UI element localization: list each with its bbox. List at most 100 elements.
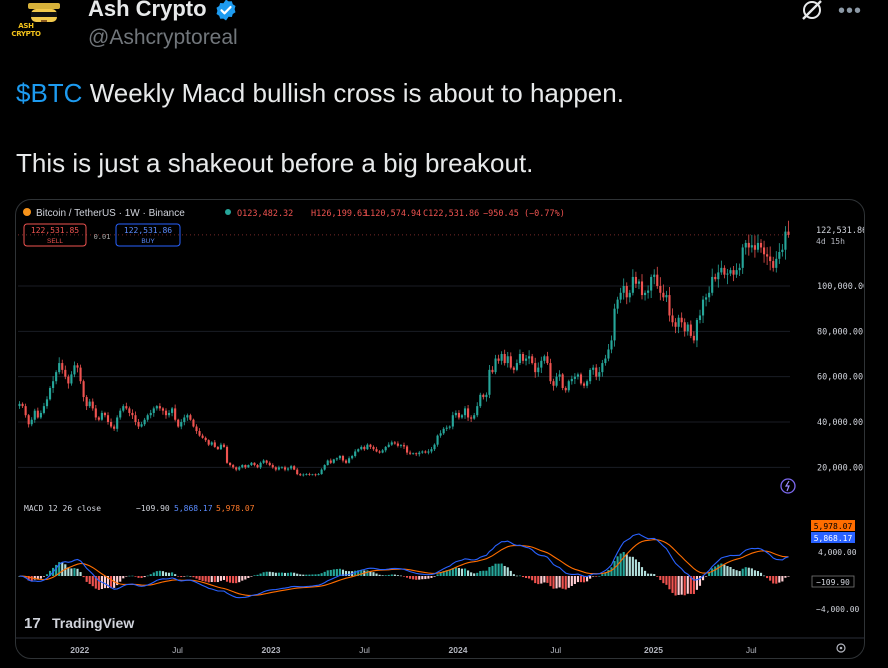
macd-histogram-bar	[235, 576, 238, 584]
candle-body	[506, 356, 509, 364]
candle-body	[662, 292, 665, 298]
macd-histogram-bar	[723, 564, 726, 576]
macd-histogram-bar	[183, 576, 186, 577]
chart-image[interactable]: Bitcoin / TetherUS · 1W · Binance O123,4…	[15, 199, 865, 659]
candle-body	[390, 442, 393, 445]
candle-body	[705, 297, 708, 300]
candle-body	[744, 242, 747, 248]
author-name[interactable]: Ash Crypto	[88, 0, 207, 21]
candle-body	[701, 299, 705, 316]
candle-body	[262, 460, 265, 463]
candle-body	[625, 286, 628, 298]
macd-histogram-bar	[628, 556, 631, 576]
candle-body	[125, 406, 128, 409]
candle-body	[210, 442, 213, 445]
candle-body	[576, 374, 579, 377]
candle-body	[39, 412, 42, 418]
candle-body	[457, 412, 460, 418]
candle-body	[415, 453, 418, 455]
macd-histogram-bar	[720, 563, 723, 576]
candle-body	[738, 267, 741, 271]
buy-button[interactable]: 122,531.86 BUY	[115, 223, 181, 247]
macd-histogram-bar	[415, 576, 418, 580]
candle-body	[268, 462, 271, 466]
candle-body	[131, 412, 134, 416]
price-tick-label: 60,000.00	[817, 373, 863, 383]
macd-histogram-bar	[155, 571, 158, 576]
macd-histogram-bar	[167, 572, 171, 576]
candle-body	[616, 299, 619, 309]
macd-histogram-bar	[470, 572, 473, 576]
macd-histogram-bar	[677, 576, 680, 595]
macd-histogram-bar	[708, 572, 711, 576]
time-tick-label: 2025	[644, 645, 663, 655]
candle-body	[515, 363, 518, 370]
candle-body	[61, 363, 64, 370]
macd-histogram-bar	[405, 576, 409, 578]
candle-body	[88, 401, 91, 407]
macd-histogram-bar	[424, 576, 427, 580]
macd-histogram-bar	[625, 554, 628, 576]
candle-body	[149, 412, 152, 416]
candle-body	[70, 374, 73, 384]
candle-body	[485, 394, 488, 398]
candle-body	[171, 408, 174, 413]
macd-histogram-bar	[73, 568, 76, 576]
candle-body	[698, 315, 702, 320]
candle-body	[299, 474, 302, 476]
author-handle[interactable]: @Ashcryptoreal	[88, 26, 238, 49]
macd-histogram-bar	[680, 576, 683, 595]
macd-histogram-bar	[277, 572, 280, 576]
macd-histogram-bar	[158, 570, 161, 576]
macd-histogram-bar	[299, 574, 302, 576]
macd-histogram-bar	[360, 569, 363, 576]
settings-gear-icon[interactable]	[836, 643, 846, 653]
candle-body	[723, 267, 726, 275]
macd-histogram-bar	[33, 576, 36, 580]
candle-body	[323, 465, 326, 470]
cashtag-link[interactable]: $BTC	[16, 78, 83, 108]
macd-histogram-bar	[305, 574, 308, 576]
macd-histogram-bar	[479, 571, 482, 576]
macd-histogram-bar	[369, 571, 372, 576]
candle-body	[463, 408, 467, 416]
more-options-icon[interactable]: •••	[838, 0, 863, 22]
hist-tag: −109.90	[816, 578, 850, 587]
candle-body	[256, 465, 259, 468]
macd-histogram-bar	[586, 576, 589, 582]
macd-histogram-bar	[79, 572, 82, 576]
macd-histogram-bar	[521, 576, 525, 578]
candle-body	[405, 446, 409, 453]
macd-histogram-bar	[491, 565, 494, 576]
candle-body	[134, 415, 137, 422]
macd-histogram-bar	[238, 576, 241, 583]
candle-body	[537, 367, 540, 373]
macd-histogram-bar	[67, 567, 70, 576]
macd-histogram-bar	[384, 575, 387, 576]
grok-icon[interactable]	[800, 0, 824, 22]
macd-histogram-bar	[674, 576, 677, 596]
candle-body	[586, 381, 589, 386]
macd-histogram-bar	[271, 572, 274, 576]
candle-body	[424, 451, 427, 453]
avatar[interactable]	[18, 2, 70, 46]
lightning-alert-icon[interactable]	[780, 478, 796, 494]
candle-body	[607, 349, 610, 359]
candle-body	[552, 381, 555, 386]
candle-body	[103, 412, 107, 416]
candle-body	[238, 467, 241, 470]
ohlc-high: H126,199.63	[311, 209, 367, 219]
candle-body	[399, 445, 403, 446]
macd-histogram-bar	[512, 574, 515, 576]
candle-body	[692, 335, 695, 341]
macd-histogram-bar	[61, 562, 64, 576]
macd-histogram-bar	[552, 576, 555, 589]
macd-histogram-bar	[119, 576, 122, 582]
candle-body	[45, 399, 49, 407]
candle-body	[222, 444, 226, 447]
macd-histogram-bar	[213, 576, 216, 583]
candle-body	[677, 317, 680, 327]
macd-histogram-bar	[784, 576, 787, 578]
macd-histogram-bar	[604, 572, 607, 576]
time-tick-label: Jul	[172, 645, 183, 655]
